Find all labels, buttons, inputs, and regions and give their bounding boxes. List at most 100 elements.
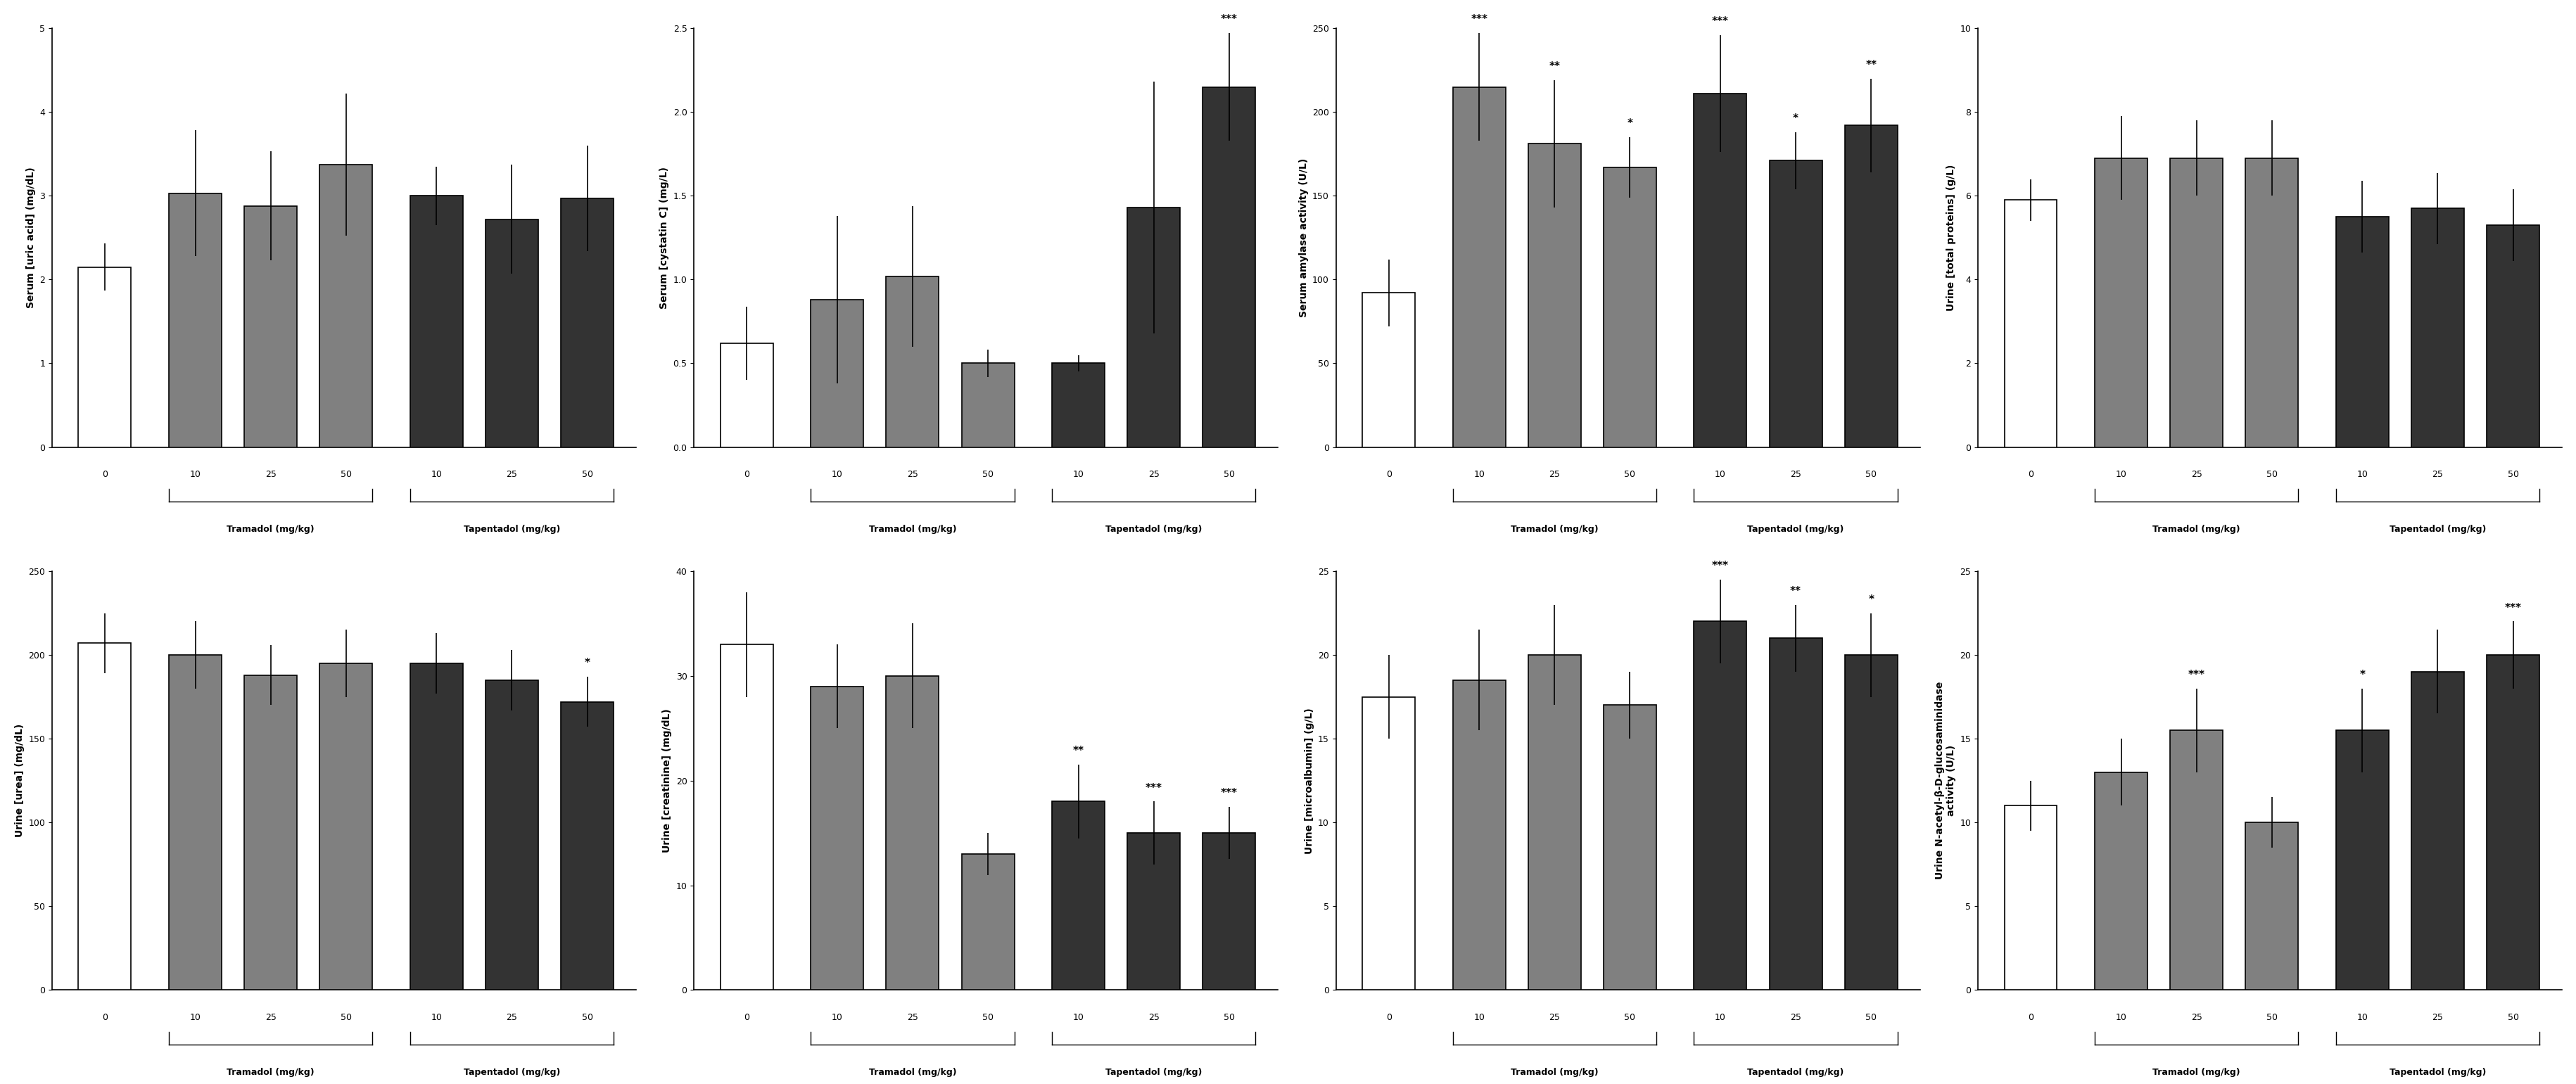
Bar [1203, 87, 1255, 447]
Bar [886, 676, 938, 990]
Bar [1363, 697, 1414, 990]
Bar [1051, 363, 1105, 447]
Text: 10: 10 [2115, 1014, 2125, 1022]
Bar [2336, 217, 2388, 447]
Bar [2411, 672, 2463, 990]
Bar [721, 645, 773, 990]
Text: 50: 50 [340, 470, 350, 479]
Bar [170, 655, 222, 990]
Text: 10: 10 [191, 470, 201, 479]
Bar [1203, 833, 1255, 990]
Text: 0: 0 [1386, 470, 1391, 479]
Bar [170, 193, 222, 447]
Y-axis label: Serum amylase activity (U/L): Serum amylase activity (U/L) [1298, 158, 1309, 318]
Text: *: * [585, 658, 590, 669]
Bar [484, 680, 538, 990]
Text: 25: 25 [1790, 470, 1801, 479]
Text: 10: 10 [1713, 1014, 1726, 1022]
Bar [2486, 655, 2540, 990]
Bar [319, 663, 374, 990]
Text: 25: 25 [2432, 470, 2442, 479]
Text: Tapentadol (mg/kg): Tapentadol (mg/kg) [2388, 1068, 2486, 1076]
Text: 10: 10 [1072, 470, 1084, 479]
Text: Tapentadol (mg/kg): Tapentadol (mg/kg) [464, 1068, 559, 1076]
Text: 10: 10 [832, 1014, 842, 1022]
Text: 25: 25 [505, 470, 518, 479]
Bar [1051, 801, 1105, 990]
Text: Tramadol (mg/kg): Tramadol (mg/kg) [1510, 1068, 1597, 1076]
Text: 50: 50 [340, 1014, 350, 1022]
Text: Tapentadol (mg/kg): Tapentadol (mg/kg) [1747, 1068, 1844, 1076]
Text: 10: 10 [430, 1014, 443, 1022]
Bar [1602, 706, 1656, 990]
Text: ***: *** [1221, 14, 1236, 25]
Text: Tramadol (mg/kg): Tramadol (mg/kg) [2151, 1068, 2239, 1076]
Bar [484, 219, 538, 447]
Text: 50: 50 [1623, 1014, 1636, 1022]
Bar [2169, 158, 2223, 447]
Bar [77, 267, 131, 447]
Bar [1844, 655, 1896, 990]
Bar [410, 663, 464, 990]
Bar [1128, 207, 1180, 447]
Bar [1692, 93, 1747, 447]
Text: ***: *** [1144, 783, 1162, 793]
Text: 0: 0 [1386, 1014, 1391, 1022]
Text: ***: *** [2187, 670, 2205, 680]
Bar [2486, 225, 2540, 447]
Text: Tramadol (mg/kg): Tramadol (mg/kg) [868, 525, 956, 533]
Bar [1128, 833, 1180, 990]
Text: ***: *** [1710, 16, 1728, 27]
Text: 50: 50 [1224, 470, 1234, 479]
Text: 0: 0 [103, 1014, 108, 1022]
Text: 10: 10 [191, 1014, 201, 1022]
Text: 50: 50 [2267, 470, 2277, 479]
Text: *: * [1793, 113, 1798, 124]
Text: 10: 10 [430, 470, 443, 479]
Text: 25: 25 [265, 470, 276, 479]
Text: Tramadol (mg/kg): Tramadol (mg/kg) [2151, 525, 2239, 533]
Text: 10: 10 [2357, 470, 2367, 479]
Bar [2004, 805, 2056, 990]
Text: ***: *** [2504, 603, 2522, 614]
Bar [1363, 293, 1414, 447]
Text: ***: *** [1221, 788, 1236, 799]
Y-axis label: Serum [uric acid] (mg/dL): Serum [uric acid] (mg/dL) [26, 167, 36, 308]
Bar [1528, 144, 1582, 447]
Text: 10: 10 [832, 470, 842, 479]
Text: 25: 25 [907, 1014, 917, 1022]
Text: 50: 50 [1865, 470, 1875, 479]
Bar [1453, 680, 1504, 990]
Bar [811, 299, 863, 447]
Text: Tapentadol (mg/kg): Tapentadol (mg/kg) [2388, 525, 2486, 533]
Bar [1844, 126, 1896, 447]
Text: 0: 0 [103, 470, 108, 479]
Text: 10: 10 [2115, 470, 2125, 479]
Bar [961, 854, 1015, 990]
Bar [2169, 731, 2223, 990]
Text: Tapentadol (mg/kg): Tapentadol (mg/kg) [1105, 1068, 1203, 1076]
Bar [2336, 731, 2388, 990]
Text: 25: 25 [505, 1014, 518, 1022]
Text: 25: 25 [1790, 1014, 1801, 1022]
Y-axis label: Serum [cystatin C] (mg/L): Serum [cystatin C] (mg/L) [659, 167, 670, 309]
Bar [1528, 655, 1582, 990]
Bar [721, 344, 773, 447]
Text: 50: 50 [1623, 470, 1636, 479]
Bar [410, 196, 464, 447]
Text: Tramadol (mg/kg): Tramadol (mg/kg) [227, 1068, 314, 1076]
Text: 50: 50 [582, 1014, 592, 1022]
Bar [245, 206, 296, 447]
Text: 50: 50 [2506, 1014, 2517, 1022]
Text: 25: 25 [1149, 1014, 1159, 1022]
Y-axis label: Urine [creatinine] (mg/dL): Urine [creatinine] (mg/dL) [662, 709, 672, 853]
Text: 0: 0 [744, 1014, 750, 1022]
Bar [1692, 621, 1747, 990]
Y-axis label: Urine [total proteins] (g/L): Urine [total proteins] (g/L) [1945, 165, 1955, 311]
Bar [562, 198, 613, 447]
Text: *: * [1625, 118, 1633, 129]
Text: *: * [2360, 670, 2365, 680]
Text: **: ** [1548, 62, 1558, 72]
Bar [1602, 167, 1656, 447]
Text: 10: 10 [2357, 1014, 2367, 1022]
